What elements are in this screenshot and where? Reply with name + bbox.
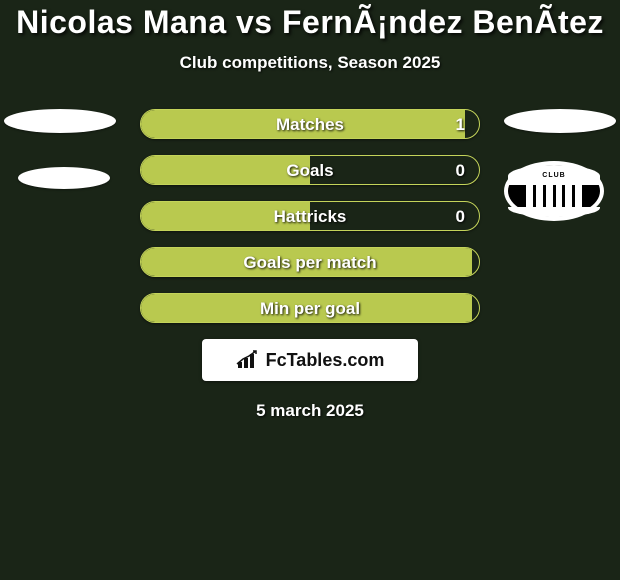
stat-bar-goals-per-match: Goals per match <box>140 247 480 277</box>
right-player-icons: CLUB <box>504 109 616 221</box>
container: Nicolas Mana vs FernÃ¡ndez BenÃ­tez Club… <box>0 0 620 421</box>
player-placeholder-icon <box>504 109 616 133</box>
stat-bar-hattricks: Hattricks 0 <box>140 201 480 231</box>
comparison-area: CLUB Matches 1 Goals 0 Hattricks <box>0 109 620 421</box>
stat-bar-min-per-goal: Min per goal <box>140 293 480 323</box>
stat-bars: Matches 1 Goals 0 Hattricks 0 Goals per … <box>140 109 480 323</box>
stat-bar-label: Matches <box>141 110 479 138</box>
stat-bar-label: Min per goal <box>141 294 479 322</box>
left-player-icons <box>4 109 116 223</box>
badge-stripes <box>526 183 582 207</box>
stat-bar-value: 0 <box>456 202 465 230</box>
stat-bar-label: Goals per match <box>141 248 479 276</box>
page-subtitle: Club competitions, Season 2025 <box>0 53 620 73</box>
player-placeholder-icon <box>4 109 116 133</box>
stat-bar-value: 1 <box>456 110 465 138</box>
bar-chart-icon <box>236 350 262 370</box>
page-title: Nicolas Mana vs FernÃ¡ndez BenÃ­tez <box>0 4 620 41</box>
club-libertad-badge-icon: CLUB <box>504 161 604 221</box>
brand-text: FcTables.com <box>266 350 385 371</box>
stat-bar-label: Hattricks <box>141 202 479 230</box>
stat-bar-label: Goals <box>141 156 479 184</box>
date-text: 5 march 2025 <box>0 401 620 421</box>
club-placeholder-icon <box>18 167 110 189</box>
stat-bar-value: 0 <box>456 156 465 184</box>
brand-box: FcTables.com <box>202 339 418 381</box>
stat-bar-goals: Goals 0 <box>140 155 480 185</box>
stat-bar-matches: Matches 1 <box>140 109 480 139</box>
